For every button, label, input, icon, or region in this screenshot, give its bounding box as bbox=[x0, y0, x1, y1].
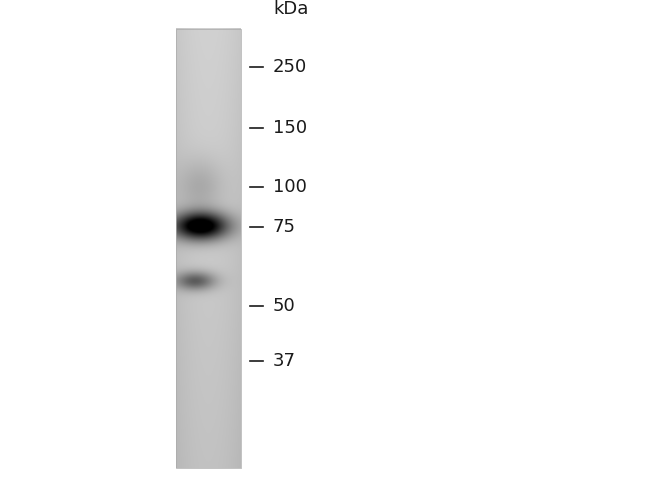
Text: 75: 75 bbox=[273, 218, 296, 236]
Text: 150: 150 bbox=[273, 119, 307, 137]
Text: kDa: kDa bbox=[273, 0, 308, 18]
Text: 37: 37 bbox=[273, 352, 296, 370]
Text: 100: 100 bbox=[273, 179, 307, 196]
Text: 50: 50 bbox=[273, 297, 296, 315]
Text: 250: 250 bbox=[273, 58, 307, 76]
Bar bbox=[176, 29, 240, 468]
